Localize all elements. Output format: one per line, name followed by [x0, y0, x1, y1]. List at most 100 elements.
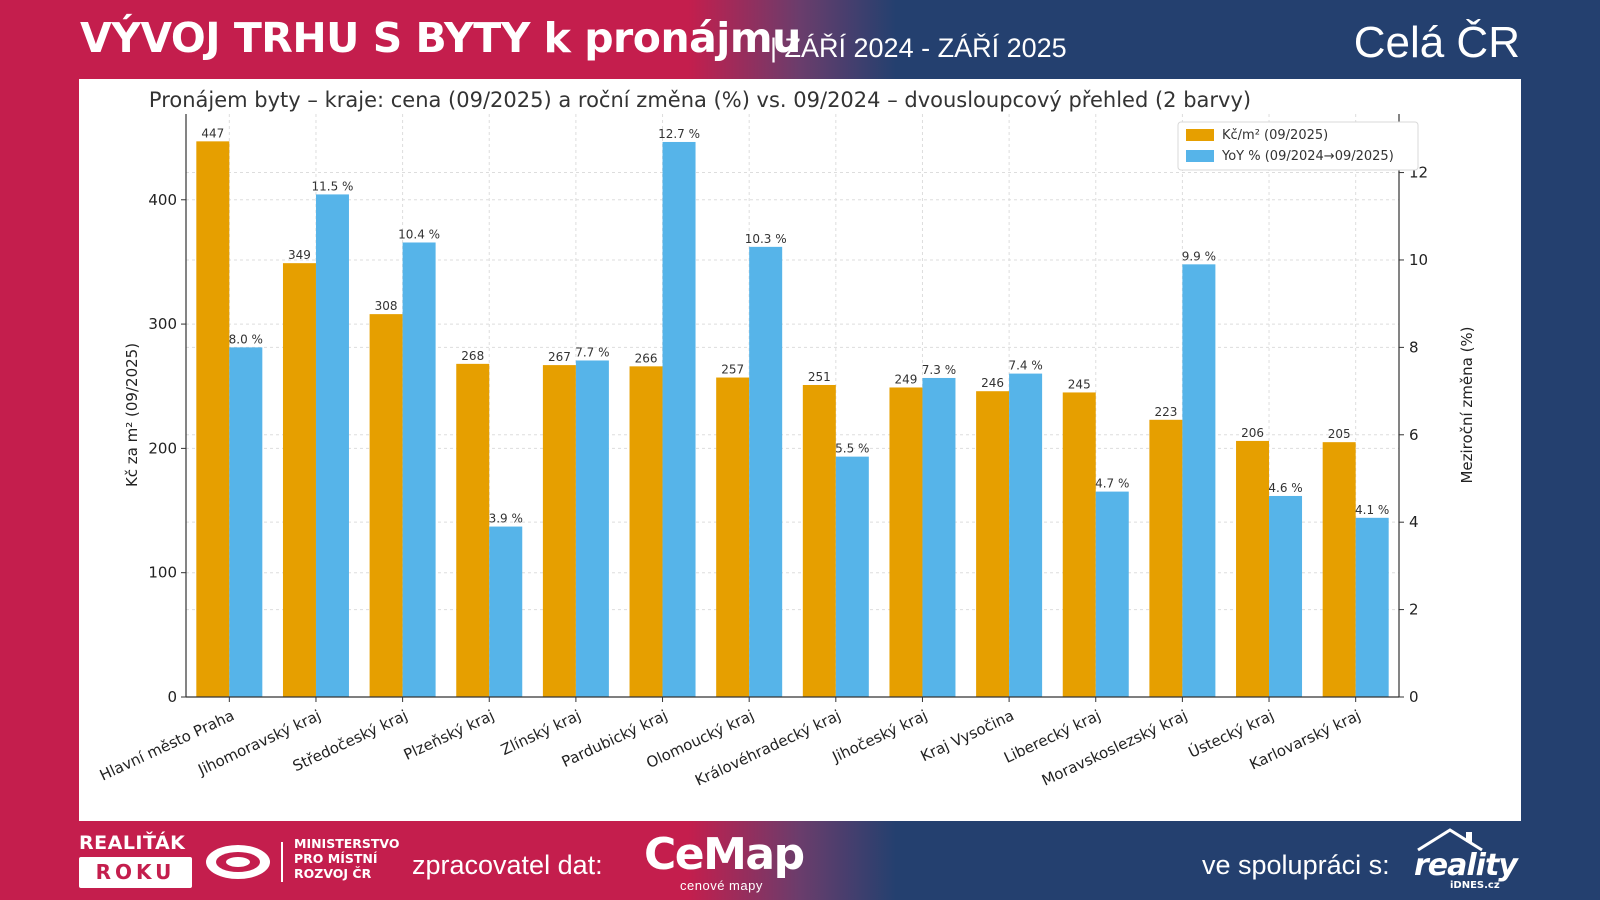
y-tick-label: 200 [148, 439, 177, 457]
bar-yoy [1182, 264, 1216, 697]
bar-price [889, 387, 923, 697]
data-label-yoy: 9.9 % [1182, 249, 1216, 263]
ministry-line-1: MINISTERSTVO [294, 836, 400, 851]
data-label-yoy: 12.7 % [658, 127, 700, 141]
bar-price [1236, 440, 1270, 697]
bar-yoy [749, 246, 783, 697]
y2-tick-label: 4 [1409, 513, 1419, 531]
bar-yoy [402, 242, 436, 698]
chart-panel: Hlavní město Praha Jihomoravský kraj Střed… [79, 79, 1521, 821]
data-label-yoy: 4.1 % [1355, 503, 1389, 517]
bar-price [282, 263, 316, 697]
bar-price [1062, 392, 1096, 697]
y2-tick-label: 8 [1409, 338, 1419, 356]
ministry-logo: MINISTERSTVO PRO MÍSTNÍ ROZVOJ ČR [204, 836, 404, 886]
data-label-yoy: 4.7 % [1095, 477, 1129, 491]
chart-legend: Kč/m² (09/2025) YoY % (09/2024→09/2025) [1177, 121, 1419, 171]
data-label-price: 246 [981, 376, 1004, 390]
data-label-yoy: 10.3 % [745, 232, 787, 246]
data-label-yoy: 10.4 % [398, 227, 440, 241]
reality-subtitle: iDNES.cz [1450, 880, 1500, 891]
region-label: Celá ČR [1353, 18, 1520, 67]
data-label-price: 223 [1154, 405, 1177, 419]
bar-yoy [229, 347, 263, 697]
bar-price [542, 365, 576, 697]
bar-price [369, 314, 403, 697]
data-label-price: 251 [808, 370, 831, 384]
bar-yoy [1009, 373, 1043, 697]
grid-layer [186, 114, 1399, 697]
reality-name: reality [1414, 848, 1518, 883]
cemap-subtitle: cenové mapy [680, 878, 763, 893]
bar-yoy [662, 141, 696, 697]
bar-yoy [835, 456, 869, 697]
bar-price [1322, 442, 1356, 697]
bar-price [1149, 419, 1183, 697]
x-tick-label: Jihočeský kraj [829, 706, 930, 766]
data-label-price: 266 [635, 351, 658, 365]
ministry-line-2: PRO MÍSTNÍ [294, 851, 378, 866]
title-bar: VÝVOJ TRHU S BYTY k pronájmu | ZÁŘÍ 2024… [0, 0, 1600, 80]
y2-tick-label: 6 [1409, 426, 1419, 444]
data-label-price: 245 [1068, 377, 1091, 391]
bar-layer [196, 141, 1389, 698]
bar-price [629, 366, 663, 697]
y-tick-label: 100 [148, 564, 177, 582]
data-label-yoy: 8.0 % [229, 332, 263, 346]
x-tick-label: Plzeňský kraj [401, 706, 497, 764]
data-label-price: 268 [461, 349, 484, 363]
bar-price [196, 141, 230, 698]
legend-label-price: Kč/m² (09/2025) [1222, 128, 1328, 143]
page-title: VÝVOJ TRHU S BYTY k pronájmu [80, 14, 801, 62]
ministry-emblem-icon [206, 842, 283, 882]
cemap-logo: CeMap cenové mapy [644, 829, 814, 894]
reality-idnes-logo: reality iDNES.cz [1410, 828, 1522, 894]
data-label-yoy: 7.3 % [922, 363, 956, 377]
data-label-price: 349 [288, 248, 311, 262]
data-label-price: 257 [721, 363, 744, 377]
data-label-yoy: 7.7 % [575, 345, 609, 359]
data-label-price: 205 [1328, 427, 1351, 441]
chart-title: Pronájem byty – kraje: cena (09/2025) a … [149, 88, 1251, 112]
legend-box [1177, 121, 1419, 171]
bar-price [716, 377, 750, 697]
bar-yoy [1355, 517, 1389, 697]
data-label-price: 447 [201, 126, 224, 140]
ministry-line-3: ROZVOJ ČR [294, 866, 372, 881]
partner-label: ve spolupráci s: [1202, 850, 1390, 880]
y2-axis-label: Meziroční změna (%) [1458, 326, 1476, 483]
data-label-price: 206 [1241, 426, 1264, 440]
date-range: | ZÁŘÍ 2024 - ZÁŘÍ 2025 [770, 33, 1067, 63]
x-tick-label: Moravskoslezský kraj [1039, 706, 1190, 789]
y-tick-label: 0 [167, 688, 177, 706]
data-label-price: 249 [895, 372, 918, 386]
bar-yoy [315, 194, 349, 697]
footer: REALIŤÁK ROKU MINISTERSTVO PRO MÍSTNÍ RO… [0, 822, 1600, 900]
bar-yoy [1269, 495, 1303, 697]
realitak-roku-logo: REALIŤÁK ROKU [79, 832, 194, 888]
bar-price [802, 384, 836, 697]
cemap-name: CeMap [644, 829, 805, 880]
y2-tick-label: 0 [1409, 688, 1419, 706]
ministry-text: MINISTERSTVO PRO MÍSTNÍ ROZVOJ ČR [294, 836, 404, 881]
processor-label: zpracovatel dat: [412, 850, 603, 880]
legend-swatch-yoy [1186, 150, 1214, 162]
x-tick-label: Královéhradecký kraj [692, 706, 843, 789]
data-label-yoy: 3.9 % [489, 512, 523, 526]
bar-price [456, 363, 490, 697]
y2-tick-label: 2 [1409, 601, 1419, 619]
y2-tick-label: 10 [1409, 251, 1428, 269]
data-label-yoy: 4.6 % [1268, 481, 1302, 495]
bar-yoy [575, 360, 609, 697]
bar-yoy [922, 377, 956, 697]
legend-label-yoy: YoY % (09/2024→09/2025) [1221, 149, 1394, 164]
y-tick-label: 300 [148, 315, 177, 333]
data-label-price: 308 [375, 299, 398, 313]
bar-yoy [1095, 491, 1129, 697]
x-tick-label: Kraj Vysočina [918, 706, 1017, 765]
y-axis-label: Kč za m² (09/2025) [123, 343, 141, 487]
label-layer: 447 8.0 % 349 11.5 % 308 10.4 % 268 3.9 % 267 7.7… [201, 126, 1389, 525]
award-top-text: REALIŤÁK [79, 832, 186, 854]
data-label-yoy: 5.5 % [835, 442, 869, 456]
